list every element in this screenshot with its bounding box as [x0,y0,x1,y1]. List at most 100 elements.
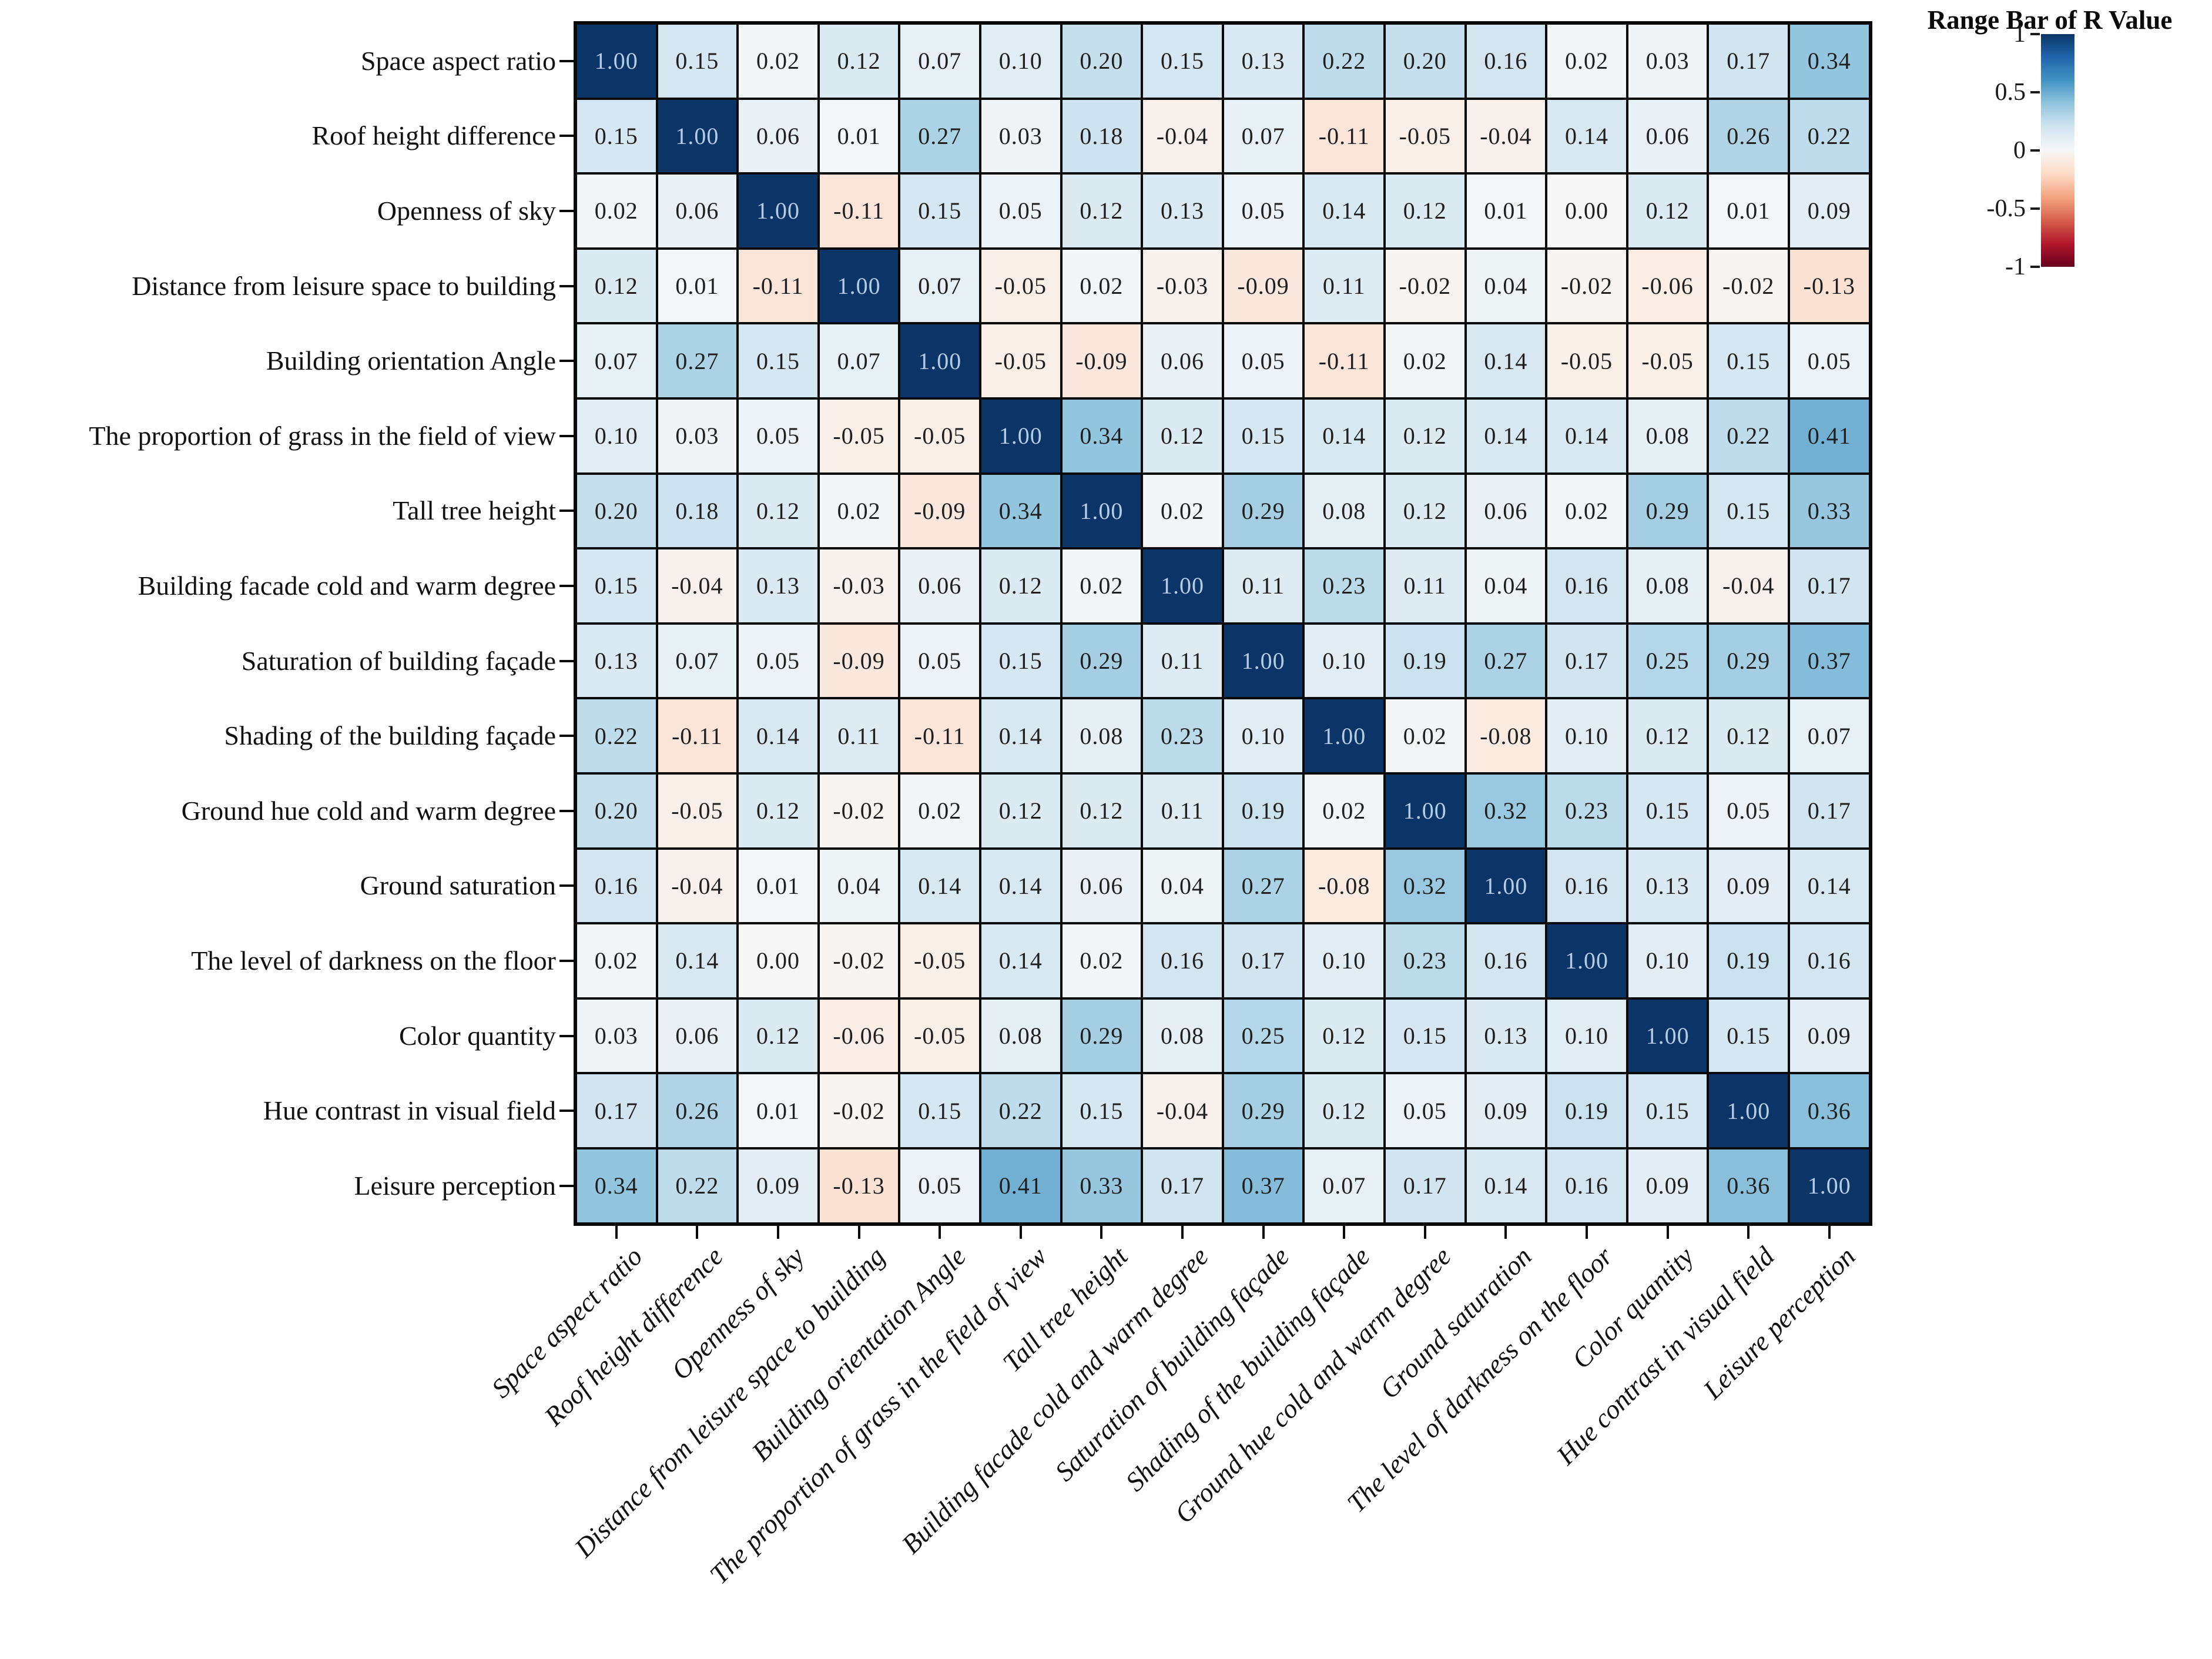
heatmap-cell: 1.00 [577,25,656,98]
heatmap-cell: 0.15 [1628,774,1707,847]
y-axis-label: The proportion of grass in the field of … [89,420,556,451]
heatmap-cell: 0.04 [819,849,899,923]
heatmap-cell: 0.15 [1709,999,1788,1073]
heatmap-cell: 0.16 [1789,924,1869,997]
x-axis-tick [615,1225,618,1239]
heatmap-cell: 0.34 [577,1149,656,1222]
heatmap-cell: 0.13 [577,624,656,698]
y-axis-tick [559,1110,574,1112]
heatmap-cell: 0.13 [1466,999,1546,1073]
heatmap-cell: -0.05 [1628,324,1707,397]
heatmap-cell: 0.27 [1224,849,1303,923]
heatmap-cell: 0.06 [900,549,979,622]
y-axis-label: The level of darkness on the floor [191,946,556,976]
heatmap-cell: 0.05 [1789,324,1869,397]
heatmap-cell: 0.12 [1385,399,1464,472]
heatmap-cell: 0.15 [900,175,979,247]
heatmap-cell: 0.15 [739,324,817,397]
x-axis-tick [696,1225,699,1239]
heatmap-cell: -0.04 [1466,99,1546,173]
heatmap-cell: 0.10 [1547,699,1626,772]
heatmap-cell: 0.07 [819,324,899,397]
heatmap-cell: 0.22 [1789,99,1869,173]
heatmap-cell: 1.00 [1385,774,1464,847]
heatmap-cell: 0.01 [658,249,737,323]
heatmap-cell: -0.05 [981,249,1060,323]
y-axis-label: Openness of sky [377,196,556,226]
heatmap-cell: 0.22 [1305,25,1383,98]
x-axis-tick [1343,1225,1346,1239]
heatmap-cell: 0.04 [1466,249,1546,323]
heatmap-cell: 0.08 [1628,549,1707,622]
heatmap-cell: 0.14 [1466,399,1546,472]
heatmap-cell: 0.29 [1628,474,1707,548]
heatmap-cell: 0.07 [1305,1149,1383,1222]
heatmap-cell: 0.04 [1143,849,1222,923]
colorbar-tick-label: -1 [2005,253,2026,280]
heatmap-cell: 0.02 [1385,324,1464,397]
heatmap-cell: -0.11 [1305,99,1383,173]
heatmap-cell: 0.16 [577,849,656,923]
heatmap-cell: 0.09 [1789,999,1869,1073]
heatmap-cell: 0.07 [577,324,656,397]
heatmap-cell: 0.06 [658,175,737,247]
heatmap-cell: 0.04 [1466,549,1546,622]
heatmap-cell: 0.03 [577,999,656,1073]
heatmap-cell: 0.10 [1305,924,1383,997]
heatmap-grid: 1.00 0.15 0.02 0.12 0.07 0.10 0.20 0.15 0.13 0.22… [574,21,1872,1226]
x-axis-tick [1586,1225,1588,1239]
colorbar-tick [2030,149,2040,152]
heatmap-cell: 0.20 [1385,25,1464,98]
y-axis-tick [559,210,574,212]
heatmap-cell: 1.00 [1062,474,1141,548]
heatmap-cell: 0.05 [1709,774,1788,847]
heatmap-cell: 0.23 [1385,924,1464,997]
y-axis-tick [559,960,574,962]
heatmap-cell: 0.14 [1547,399,1626,472]
heatmap-cell: -0.09 [1062,324,1141,397]
heatmap-cell: -0.06 [1628,249,1707,323]
heatmap-cell: 0.12 [1143,399,1222,472]
y-axis-label: Ground saturation [360,870,556,901]
x-axis-tick [939,1225,941,1239]
heatmap-cell: -0.04 [1143,1074,1222,1147]
heatmap-cell: 0.12 [577,249,656,323]
x-axis-label: Leisure perception [1697,1241,1861,1405]
colorbar-tick-label: 0.5 [1995,79,2026,106]
x-axis-label: Building facade cold and warm degree [896,1241,1214,1560]
heatmap-cell: 0.12 [1385,474,1464,548]
heatmap-cell: 0.15 [1224,399,1303,472]
heatmap-cell: 0.19 [1385,624,1464,698]
heatmap-cell: -0.08 [1305,849,1383,923]
colorbar-tick-label: 0 [2013,137,2026,164]
heatmap-cell: 0.11 [1385,549,1464,622]
heatmap-cell: -0.13 [1789,249,1869,323]
y-axis-tick [559,135,574,138]
heatmap-cell: 0.08 [1062,699,1141,772]
heatmap-cell: 0.17 [1385,1149,1464,1222]
heatmap-cell: 0.12 [1305,1074,1383,1147]
heatmap-cell: 0.11 [1305,249,1383,323]
heatmap-cell: -0.05 [819,399,899,472]
heatmap-cell: 0.09 [1628,1149,1707,1222]
heatmap-cell: -0.06 [819,999,899,1073]
heatmap-cell: 0.08 [981,999,1060,1073]
y-axis-label: Building facade cold and warm degree [138,571,556,601]
heatmap-cell: 0.15 [1143,25,1222,98]
heatmap-cell: 0.16 [1466,25,1546,98]
heatmap-cell: 0.36 [1709,1149,1788,1222]
heatmap-cell: -0.02 [819,924,899,997]
x-axis-tick [1666,1225,1669,1239]
heatmap-cell: 0.12 [739,474,817,548]
heatmap-cell: 0.29 [1062,624,1141,698]
heatmap-cell: 0.02 [1143,474,1222,548]
heatmap-cell: 0.23 [1305,549,1383,622]
heatmap-cell: 0.12 [1385,175,1464,247]
x-axis-tick [857,1225,860,1239]
heatmap-cell: -0.09 [1224,249,1303,323]
heatmap-cell: 0.27 [1466,624,1546,698]
heatmap-cell: 0.11 [1224,549,1303,622]
heatmap-cell: 0.07 [658,624,737,698]
y-axis-label: Distance from leisure space to building [132,270,556,301]
heatmap-cell: -0.04 [1143,99,1222,173]
